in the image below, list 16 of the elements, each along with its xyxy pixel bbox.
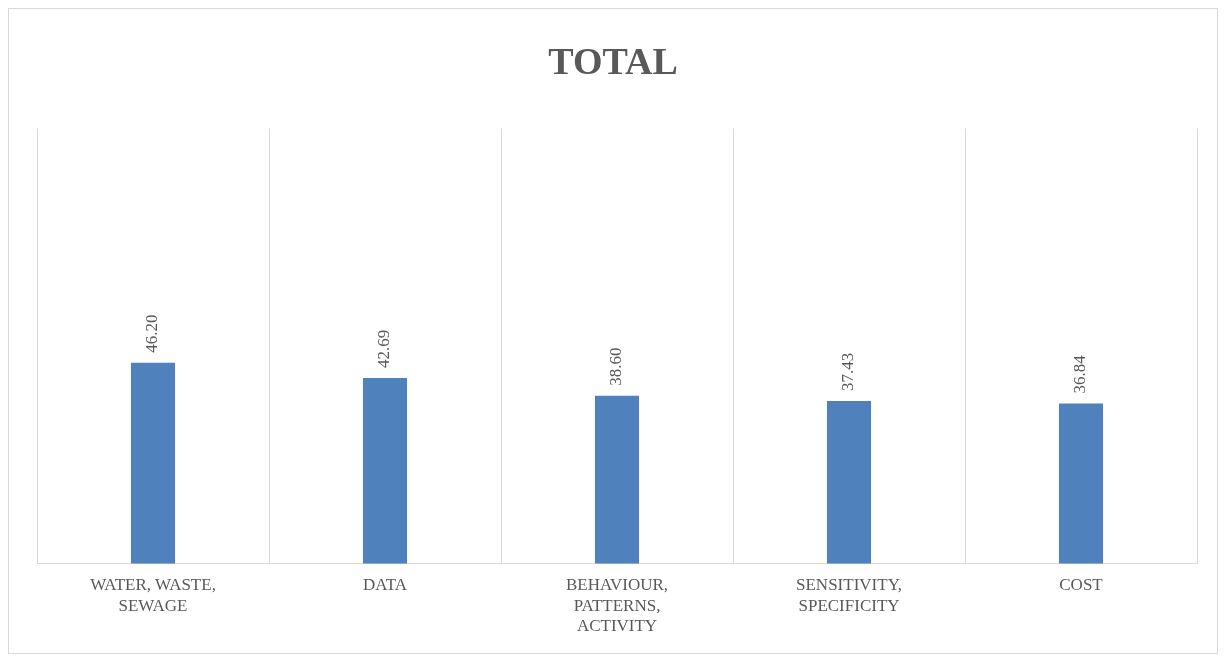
data-label: 37.43 bbox=[838, 352, 858, 391]
data-label: 36.84 bbox=[1070, 354, 1090, 394]
bar bbox=[1058, 403, 1104, 564]
data-label: 46.20 bbox=[142, 314, 162, 353]
bar bbox=[594, 395, 640, 564]
bar bbox=[826, 400, 872, 564]
x-tick-label: SENSITIVITY, SPECIFICITY bbox=[796, 575, 902, 615]
data-label: 42.69 bbox=[374, 329, 394, 369]
chart-title: TOTAL bbox=[548, 39, 678, 82]
x-tick-label: COST bbox=[1059, 575, 1104, 595]
x-tick-label: DATA bbox=[363, 575, 408, 595]
x-tick-label: BEHAVIOUR, PATTERNS, ACTIVITY bbox=[565, 575, 669, 636]
data-label: 38.60 bbox=[606, 347, 626, 386]
x-tick-label: WATER, WASTE, SEWAGE bbox=[90, 575, 216, 615]
bar bbox=[362, 378, 408, 564]
bar bbox=[130, 362, 176, 564]
